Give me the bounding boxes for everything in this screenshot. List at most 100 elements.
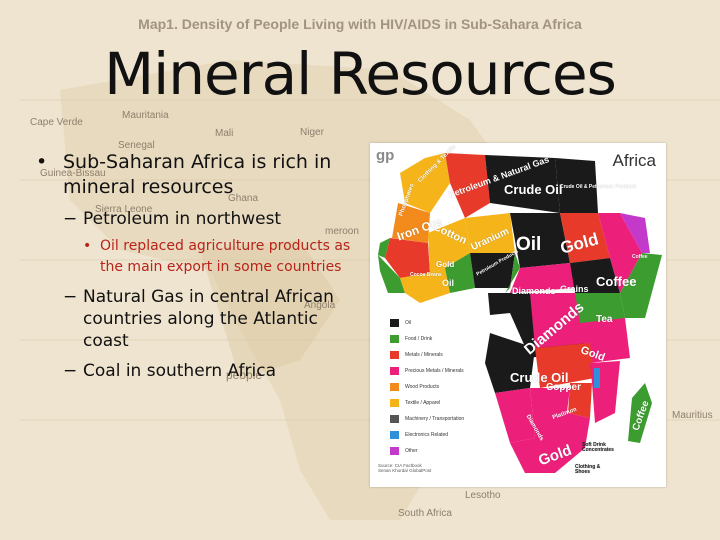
bg-label-angola: Angola — [304, 300, 336, 311]
region-mali — [428, 218, 470, 273]
legend-item: Other — [390, 443, 464, 459]
africa-map-shapes — [378, 153, 662, 473]
legend-item: Precious Metals / Minerals — [390, 363, 464, 379]
region-south-africa — [510, 413, 590, 473]
region-senegal — [378, 238, 390, 258]
bullet-text-minerals: Sub-Saharan Africa is rich in mineral re… — [63, 151, 332, 198]
region-label-gold-west: Gold — [436, 260, 455, 269]
region-malawi — [594, 368, 600, 388]
legend-swatch — [390, 415, 399, 423]
bg-label-cape-verde: Cape Verde — [30, 117, 83, 128]
legend-item: Metals / Minerals — [390, 347, 464, 363]
bg-label-mauritius: Mauritius — [672, 410, 713, 421]
bullet-level2: − Petroleum in northwest — [36, 208, 366, 230]
bullet-text-coal: Coal in southern Africa — [83, 361, 277, 381]
bg-label-lesotho: Lesotho — [465, 490, 501, 501]
dash-icon: − — [63, 287, 78, 307]
map-legend: Oil Food / Drink Metals / Minerals Precious… — [390, 315, 464, 459]
bullet-dot-icon: • — [36, 151, 48, 173]
region-label-crude-oil-south: Crude Oil — [510, 370, 569, 385]
legend-item: Electronics Related — [390, 427, 464, 443]
region-madagascar — [628, 383, 652, 443]
legend-swatch — [390, 399, 399, 407]
legend-item: Wood Products — [390, 379, 464, 395]
bullet-list: • Sub-Saharan Africa is rich in mineral … — [36, 150, 366, 382]
bg-label-ghana: Ghana — [228, 193, 259, 204]
legend-label: Oil — [405, 320, 412, 326]
dash-icon: − — [63, 209, 78, 229]
region-label-grains: Grains — [560, 284, 589, 294]
region-label-clothing-shoes: Clothing & Shoes — [575, 464, 601, 475]
region-ghana — [445, 253, 475, 293]
legend-label: Other — [405, 448, 418, 454]
region-gabon — [488, 293, 510, 315]
region-libya — [485, 155, 560, 213]
bg-label-mali: Mali — [215, 128, 234, 139]
region-label-coffee-large: Coffee — [596, 274, 637, 289]
region-chad — [510, 213, 570, 268]
region-label-soft-drink: Soft Drink Concentrates — [582, 442, 614, 453]
map-title: Africa — [612, 151, 656, 170]
legend-swatch — [390, 367, 399, 375]
legend-swatch — [390, 351, 399, 359]
bullet-text-oil-replaced: Oil replaced agriculture products as the… — [100, 238, 351, 275]
bg-label-cameroon: meroon — [325, 226, 359, 237]
map-source-note: Source: CIA Factbook Senan Khorda/ Globa… — [378, 463, 432, 474]
legend-swatch — [390, 383, 399, 391]
legend-label: Textile / Apparel — [405, 400, 441, 406]
bullet-level2: − Natural Gas in central African countri… — [36, 286, 366, 352]
bg-label-mauritania: Mauritania — [122, 110, 169, 121]
bg-label-senegal: Senegal — [118, 140, 155, 151]
region-somalia — [620, 253, 662, 318]
bg-label-sierra-leone: Sierra Leone — [95, 204, 153, 215]
region-namibia — [495, 388, 535, 443]
legend-swatch — [390, 335, 399, 343]
dash-icon: − — [63, 361, 78, 381]
legend-item: Food / Drink — [390, 331, 464, 347]
legend-label: Precious Metals / Minerals — [405, 368, 464, 374]
bullet-text-natural-gas: Natural Gas in central African countries… — [83, 287, 334, 351]
region-eritrea — [620, 213, 650, 253]
africa-exports-map: gp Africa Clothing & Textile Petroleum &… — [370, 143, 666, 487]
region-morocco — [400, 153, 450, 213]
region-label-copper: Copper — [546, 382, 581, 393]
region-label-diamonds-central: Diamonds — [512, 286, 556, 296]
region-nigeria — [470, 253, 515, 288]
legend-item: Textile / Apparel — [390, 395, 464, 411]
legend-label: Metals / Minerals — [405, 352, 443, 358]
bg-label-guinea-bissau: Guinea-Bissau — [40, 168, 106, 179]
region-ivory-coast — [400, 268, 450, 303]
region-drc — [530, 293, 590, 348]
bg-label-people: people — [226, 368, 263, 382]
region-zimbabwe — [568, 383, 592, 418]
region-cameroon — [505, 253, 520, 293]
bullet-level3: • Oil replaced agriculture products as t… — [36, 236, 366, 278]
region-kenya-uganda — [575, 293, 625, 328]
region-egypt — [555, 158, 598, 213]
bullet-level2: − Coal in southern Africa — [36, 360, 366, 382]
legend-label: Food / Drink — [405, 336, 433, 342]
bg-label-niger: Niger — [300, 127, 324, 138]
region-label-oil-large: Oil — [516, 234, 542, 255]
region-angola — [485, 333, 535, 393]
legend-item: Oil — [390, 315, 464, 331]
slide-title: Mineral Resources — [104, 40, 617, 108]
region-south-sudan — [570, 258, 620, 293]
region-algeria — [445, 153, 490, 218]
region-label-crude-oil-petroleum: Crude Oil & Petroleum Products — [560, 184, 637, 190]
bullet-text-petroleum: Petroleum in northwest — [83, 209, 282, 229]
legend-label: Electronics Related — [405, 432, 449, 438]
region-sudan — [560, 213, 610, 263]
region-western-sahara — [392, 203, 430, 243]
region-niger — [465, 213, 515, 253]
legend-label: Machinery / Transportation — [405, 416, 465, 422]
region-label-crude-oil-north: Crude Oil — [504, 182, 563, 197]
region-tanzania — [580, 318, 630, 363]
region-label-cocoa: Cocoa Beans — [410, 272, 442, 278]
region-label-coffee-small: Coffee — [632, 254, 648, 260]
legend-swatch — [390, 319, 399, 327]
legend-label: Wood Products — [405, 384, 440, 390]
region-guinea — [378, 255, 405, 293]
legend-item: Machinery / Transportation — [390, 411, 464, 427]
legend-swatch — [390, 447, 399, 455]
